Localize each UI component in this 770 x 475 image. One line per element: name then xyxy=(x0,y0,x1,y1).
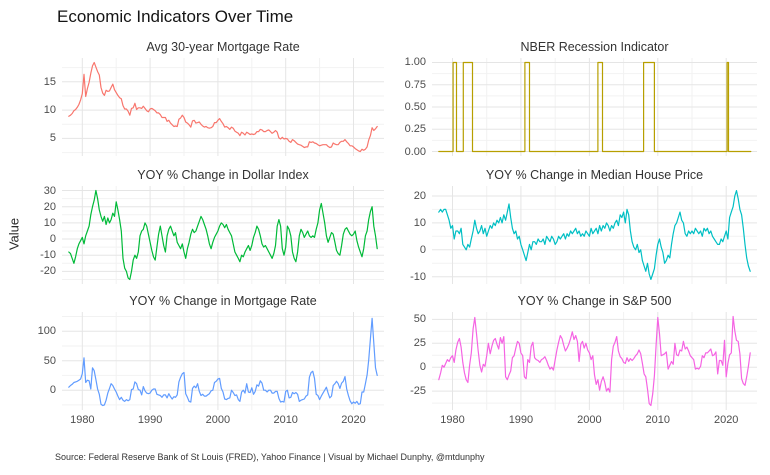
panel-yoy-median-house-price: YOY % Change in Median House Price xyxy=(432,168,757,284)
panel-avg-30-year-mortgage-rate: Avg 30-year Mortgage Rate xyxy=(62,40,384,156)
y-tick-label: 0.75 xyxy=(404,78,426,91)
x-tick-label: 1980 xyxy=(440,414,465,426)
panel-title: NBER Recession Indicator xyxy=(520,40,669,54)
y-tick-label: 100 xyxy=(37,325,56,338)
y-tick-label: 10 xyxy=(413,216,426,229)
x-tick-label: 2010 xyxy=(273,414,298,426)
line-chart xyxy=(62,312,384,410)
x-tick-label: 2020 xyxy=(341,414,366,426)
line-chart xyxy=(432,58,757,156)
y-tick-label: 50 xyxy=(413,313,426,326)
y-tick-label: 20 xyxy=(43,200,56,213)
gridlines xyxy=(432,186,757,284)
gridlines xyxy=(432,312,757,410)
x-tick-label: 1990 xyxy=(508,414,534,426)
y-tick-label: 15 xyxy=(43,75,56,88)
y-tick-label: 5 xyxy=(49,132,56,145)
panel-title: Avg 30-year Mortgage Rate xyxy=(146,40,300,54)
panel-yoy-sp500: YOY % Change in S&P 500 xyxy=(432,294,757,410)
x-tick-label: 2000 xyxy=(205,414,231,426)
gridlines xyxy=(432,58,757,156)
y-tick-label: 50 xyxy=(43,354,56,367)
series-line xyxy=(438,61,752,153)
y-tick-label: 25 xyxy=(413,337,426,350)
y-tick-label: 0 xyxy=(49,233,56,246)
y-tick-label: 1.00 xyxy=(404,56,426,69)
line-chart xyxy=(62,58,384,156)
y-tick-label: 20 xyxy=(413,189,426,202)
y-tick-label: 0.00 xyxy=(404,145,426,158)
panel-yoy-dollar-index: YOY % Change in Dollar Index xyxy=(62,168,384,284)
series-line xyxy=(68,189,378,281)
series-line xyxy=(68,61,378,153)
line-chart xyxy=(432,312,757,410)
line-chart xyxy=(62,186,384,284)
series-line xyxy=(438,315,751,407)
panel-yoy-mortgage-rate: YOY % Change in Mortgage Rate xyxy=(62,294,384,410)
x-tick-label: 2000 xyxy=(577,414,602,426)
x-tick-label: 1990 xyxy=(137,414,163,426)
y-tick-label: 30 xyxy=(43,184,56,197)
panel-title: YOY % Change in Dollar Index xyxy=(137,168,309,182)
y-axis-label: Value xyxy=(6,217,22,251)
panel-title: YOY % Change in Median House Price xyxy=(485,168,704,182)
panel-title: YOY % Change in S&P 500 xyxy=(517,294,672,308)
y-tick-label: -10 xyxy=(410,270,426,283)
x-tick-label: 1980 xyxy=(70,414,95,426)
panel-title: YOY % Change in Mortgage Rate xyxy=(129,294,317,308)
y-tick-label: 0.25 xyxy=(404,123,426,136)
y-tick-label: 10 xyxy=(43,104,56,117)
x-tick-label: 2010 xyxy=(645,414,671,426)
line-chart xyxy=(432,186,757,284)
series-line xyxy=(438,190,751,280)
y-tick-label: -10 xyxy=(40,249,56,262)
y-tick-label: -25 xyxy=(410,385,426,398)
gridlines xyxy=(62,312,384,410)
x-tick-label: 2020 xyxy=(713,414,739,426)
series-line xyxy=(68,317,378,407)
y-tick-label: -20 xyxy=(40,265,56,278)
y-tick-label: 0 xyxy=(419,243,426,256)
panel-nber-recession-indicator: NBER Recession Indicator xyxy=(432,40,757,156)
y-tick-label: 10 xyxy=(43,216,56,229)
source-note: Source: Federal Reserve Bank of St Louis… xyxy=(55,452,485,462)
y-tick-label: 0.50 xyxy=(404,101,426,113)
gridlines xyxy=(62,58,384,156)
y-tick-label: 0 xyxy=(419,361,426,374)
figure-title: Economic Indicators Over Time xyxy=(57,7,294,26)
gridlines xyxy=(62,186,384,284)
y-tick-label: 0 xyxy=(49,384,56,397)
